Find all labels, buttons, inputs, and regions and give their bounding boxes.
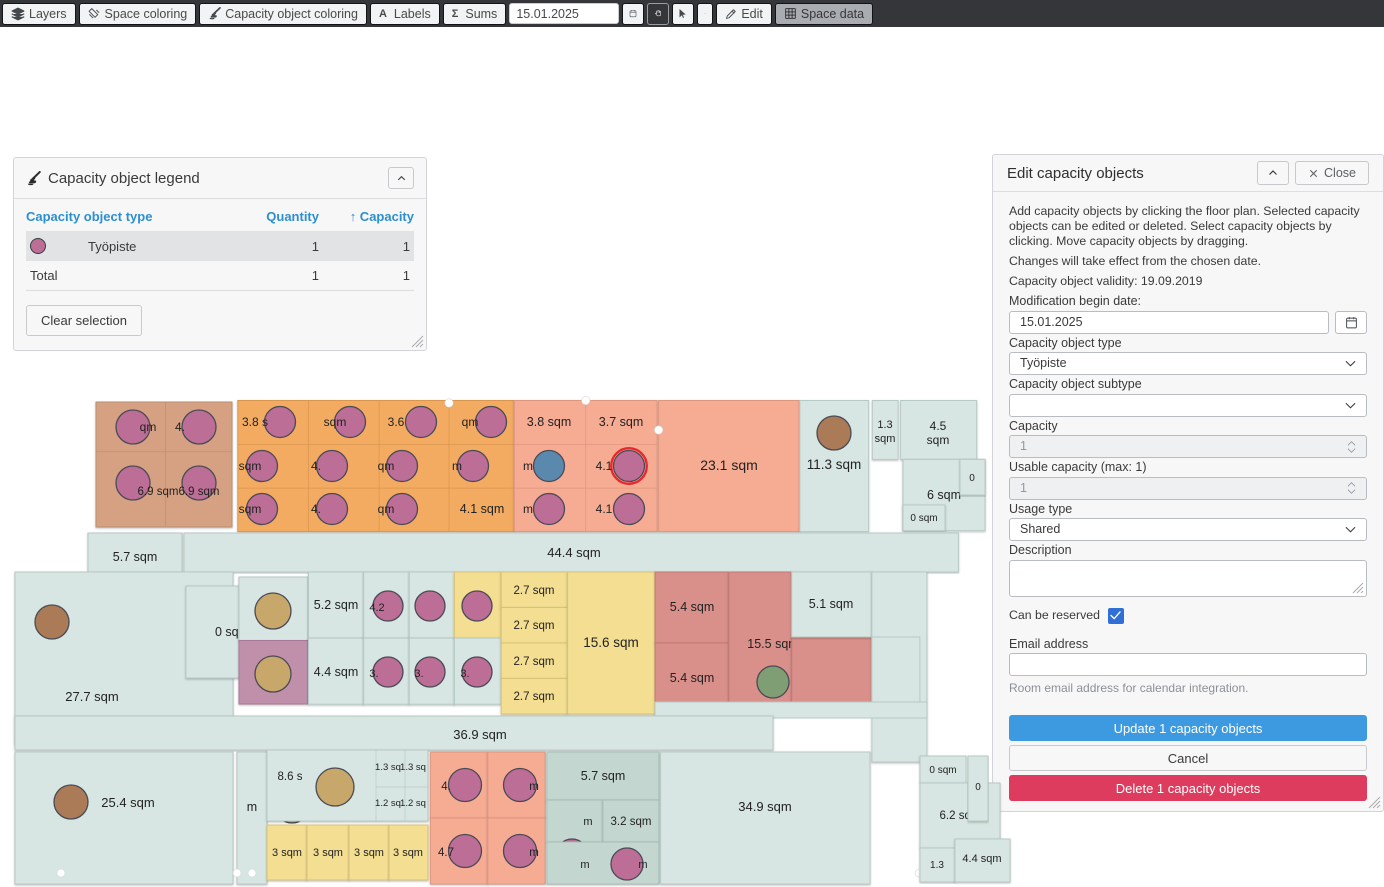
svg-text:1.3 sq: 1.3 sq bbox=[375, 762, 401, 773]
svg-text:36.9 sqm: 36.9 sqm bbox=[453, 727, 506, 742]
svg-text:4.1: 4.1 bbox=[596, 459, 613, 473]
svg-text:1.3: 1.3 bbox=[930, 860, 944, 871]
svg-text:sqm: sqm bbox=[239, 502, 262, 516]
svg-text:4.: 4. bbox=[175, 420, 185, 434]
svg-text:4.: 4. bbox=[311, 502, 321, 516]
svg-text:15.6 sqm: 15.6 sqm bbox=[583, 635, 639, 650]
svg-text:4.1: 4.1 bbox=[596, 502, 613, 516]
svg-text:1.3 sq: 1.3 sq bbox=[400, 762, 426, 773]
svg-text:1.2 sq: 1.2 sq bbox=[375, 798, 401, 809]
svg-text:3.7 sqm: 3.7 sqm bbox=[599, 415, 643, 429]
svg-text:3.: 3. bbox=[414, 668, 423, 680]
svg-text:m: m bbox=[523, 502, 533, 516]
svg-text:4.4 sqm: 4.4 sqm bbox=[962, 853, 1001, 865]
svg-text:1.2 sq: 1.2 sq bbox=[400, 798, 426, 809]
svg-text:4.: 4. bbox=[441, 781, 451, 793]
svg-text:5.2 sqm: 5.2 sqm bbox=[314, 598, 358, 612]
svg-text:sqm: sqm bbox=[239, 459, 262, 473]
svg-text:qm: qm bbox=[378, 459, 395, 473]
svg-text:0 sqm: 0 sqm bbox=[929, 765, 956, 776]
svg-text:5.7 sqm: 5.7 sqm bbox=[581, 769, 625, 783]
svg-text:3.: 3. bbox=[369, 668, 378, 680]
svg-text:2.7 sqm: 2.7 sqm bbox=[514, 620, 555, 632]
svg-text:4.4 sqm: 4.4 sqm bbox=[314, 665, 358, 679]
svg-text:5.7 sqm: 5.7 sqm bbox=[113, 550, 157, 564]
svg-text:23.1 sqm: 23.1 sqm bbox=[700, 457, 758, 473]
svg-text:6.9 sqm: 6.9 sqm bbox=[179, 486, 220, 498]
svg-text:m: m bbox=[529, 781, 539, 793]
svg-text:3.6: 3.6 bbox=[388, 415, 405, 429]
svg-text:qm: qm bbox=[378, 502, 395, 516]
svg-text:3 sqm: 3 sqm bbox=[393, 847, 423, 859]
svg-text:4.1 sqm: 4.1 sqm bbox=[460, 502, 504, 516]
svg-text:sqm: sqm bbox=[324, 415, 347, 429]
svg-text:m: m bbox=[247, 800, 257, 814]
svg-text:5.4 sqm: 5.4 sqm bbox=[670, 600, 714, 614]
svg-text:3.: 3. bbox=[460, 668, 469, 680]
svg-text:m: m bbox=[529, 847, 539, 859]
svg-text:m: m bbox=[580, 859, 589, 871]
svg-text:0 sqm: 0 sqm bbox=[910, 513, 937, 524]
svg-text:4.7: 4.7 bbox=[438, 847, 454, 859]
svg-text:4.: 4. bbox=[311, 459, 321, 473]
svg-text:3.8 sqm: 3.8 sqm bbox=[527, 415, 571, 429]
svg-text:3.2 sqm: 3.2 sqm bbox=[611, 816, 652, 828]
svg-text:25.4 sqm: 25.4 sqm bbox=[101, 795, 154, 810]
svg-text:2.7 sqm: 2.7 sqm bbox=[514, 691, 555, 703]
svg-text:6 sqm: 6 sqm bbox=[927, 488, 961, 502]
svg-text:sqm: sqm bbox=[927, 433, 950, 447]
svg-text:5.1 sqm: 5.1 sqm bbox=[809, 597, 853, 611]
svg-text:0: 0 bbox=[975, 782, 981, 793]
svg-text:3 sqm: 3 sqm bbox=[354, 847, 384, 859]
svg-text:4.5: 4.5 bbox=[930, 419, 947, 433]
svg-text:2.7 sqm: 2.7 sqm bbox=[514, 656, 555, 668]
svg-text:m: m bbox=[583, 816, 592, 828]
svg-text:3.8 s: 3.8 s bbox=[242, 415, 268, 429]
svg-text:qm: qm bbox=[140, 420, 157, 434]
svg-text:3 sqm: 3 sqm bbox=[313, 847, 343, 859]
svg-text:3 sqm: 3 sqm bbox=[272, 847, 302, 859]
svg-text:34.9 sqm: 34.9 sqm bbox=[738, 799, 791, 814]
svg-text:4.2: 4.2 bbox=[369, 602, 384, 614]
svg-text:m: m bbox=[638, 859, 647, 871]
svg-text:qm: qm bbox=[462, 415, 479, 429]
svg-text:sqm: sqm bbox=[875, 433, 896, 445]
svg-text:2.7 sqm: 2.7 sqm bbox=[514, 585, 555, 597]
svg-text:44.4 sqm: 44.4 sqm bbox=[547, 545, 600, 560]
svg-text:1.3: 1.3 bbox=[877, 419, 892, 431]
svg-text:15.5 sqm: 15.5 sqm bbox=[747, 637, 798, 651]
svg-text:8.6 s: 8.6 s bbox=[278, 771, 303, 783]
svg-text:27.7 sqm: 27.7 sqm bbox=[65, 689, 118, 704]
svg-text:m: m bbox=[523, 459, 533, 473]
svg-text:6.9 sqm: 6.9 sqm bbox=[138, 486, 179, 498]
svg-text:m: m bbox=[452, 459, 462, 473]
svg-text:5.4 sqm: 5.4 sqm bbox=[670, 671, 714, 685]
svg-text:0: 0 bbox=[969, 473, 975, 484]
svg-text:11.3 sqm: 11.3 sqm bbox=[807, 457, 862, 472]
